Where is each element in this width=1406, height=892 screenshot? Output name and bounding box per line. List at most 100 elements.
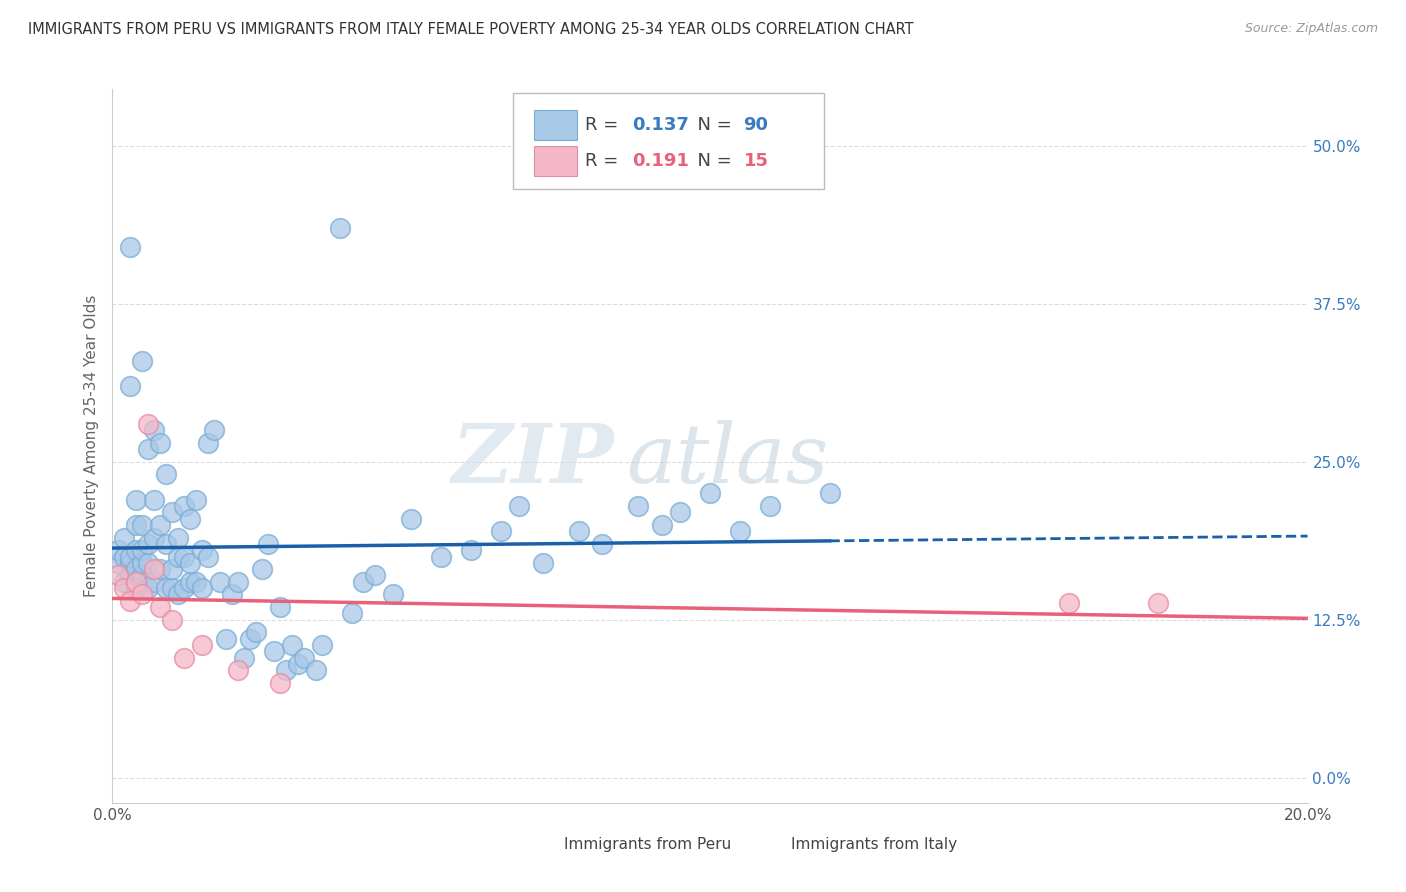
Point	[287, 657, 309, 671]
Point	[149, 600, 172, 615]
Point	[167, 549, 190, 564]
Point	[592, 537, 614, 551]
Point	[114, 531, 135, 545]
Point	[120, 240, 142, 254]
Point	[125, 543, 148, 558]
Point	[257, 537, 280, 551]
Point	[131, 556, 153, 570]
Point	[114, 581, 135, 595]
Point	[281, 638, 304, 652]
Point	[221, 587, 243, 601]
Text: R =: R =	[585, 117, 623, 135]
Point	[149, 562, 172, 576]
Point	[143, 562, 166, 576]
Text: Source: ZipAtlas.com: Source: ZipAtlas.com	[1244, 22, 1378, 36]
Point	[627, 499, 650, 513]
Point	[143, 531, 166, 545]
Point	[364, 568, 387, 582]
Point	[233, 650, 256, 665]
Point	[651, 517, 673, 532]
Point	[269, 600, 291, 615]
Point	[149, 435, 172, 450]
Point	[568, 524, 591, 539]
Point	[226, 574, 249, 589]
Point	[143, 574, 166, 589]
Point	[353, 574, 375, 589]
Point	[143, 492, 166, 507]
Point	[173, 650, 195, 665]
Point	[125, 517, 148, 532]
Point	[138, 581, 160, 595]
Point	[728, 524, 751, 539]
Text: ZIP: ZIP	[451, 420, 614, 500]
Point	[162, 613, 183, 627]
Point	[167, 587, 190, 601]
Point	[191, 638, 214, 652]
Point	[186, 574, 208, 589]
Point	[263, 644, 285, 658]
Point	[274, 663, 297, 677]
Point	[460, 543, 482, 558]
Point	[197, 435, 219, 450]
Text: 0.137: 0.137	[633, 117, 689, 135]
Point	[107, 543, 129, 558]
Point	[191, 581, 214, 595]
Point	[125, 562, 148, 576]
Point	[149, 517, 172, 532]
Point	[245, 625, 267, 640]
Point	[131, 517, 153, 532]
FancyBboxPatch shape	[749, 831, 785, 855]
Point	[120, 379, 142, 393]
Point	[138, 442, 160, 457]
Point	[162, 562, 183, 576]
Point	[239, 632, 262, 646]
Point	[669, 505, 692, 519]
Point	[125, 492, 148, 507]
Point	[759, 499, 782, 513]
Point	[143, 423, 166, 437]
FancyBboxPatch shape	[513, 93, 824, 189]
Point	[489, 524, 512, 539]
Point	[155, 581, 177, 595]
Point	[202, 423, 225, 437]
Point	[179, 574, 201, 589]
Point	[120, 549, 142, 564]
Point	[430, 549, 453, 564]
Point	[179, 556, 201, 570]
Point	[340, 607, 363, 621]
Point	[197, 549, 219, 564]
Point	[1057, 596, 1080, 610]
Point	[138, 417, 160, 431]
Point	[250, 562, 273, 576]
Point	[1147, 596, 1170, 610]
Point	[131, 543, 153, 558]
Text: 90: 90	[744, 117, 769, 135]
Point	[191, 543, 214, 558]
Point	[305, 663, 328, 677]
Point	[173, 549, 195, 564]
Point	[173, 499, 195, 513]
Text: 0.191: 0.191	[633, 152, 689, 169]
Point	[155, 537, 177, 551]
Point	[508, 499, 530, 513]
Text: 15: 15	[744, 152, 769, 169]
Point	[311, 638, 333, 652]
FancyBboxPatch shape	[534, 145, 578, 176]
Point	[699, 486, 721, 500]
Point	[226, 663, 249, 677]
Point	[531, 556, 554, 570]
Point	[215, 632, 238, 646]
Point	[131, 353, 153, 368]
Point	[162, 581, 183, 595]
Text: N =: N =	[686, 152, 738, 169]
Point	[131, 587, 153, 601]
Point	[173, 581, 195, 595]
Point	[186, 492, 208, 507]
Point	[120, 556, 142, 570]
Text: atlas: atlas	[627, 420, 828, 500]
Text: N =: N =	[686, 117, 738, 135]
FancyBboxPatch shape	[523, 831, 557, 855]
Point	[120, 593, 142, 607]
Point	[138, 537, 160, 551]
Point	[167, 531, 190, 545]
